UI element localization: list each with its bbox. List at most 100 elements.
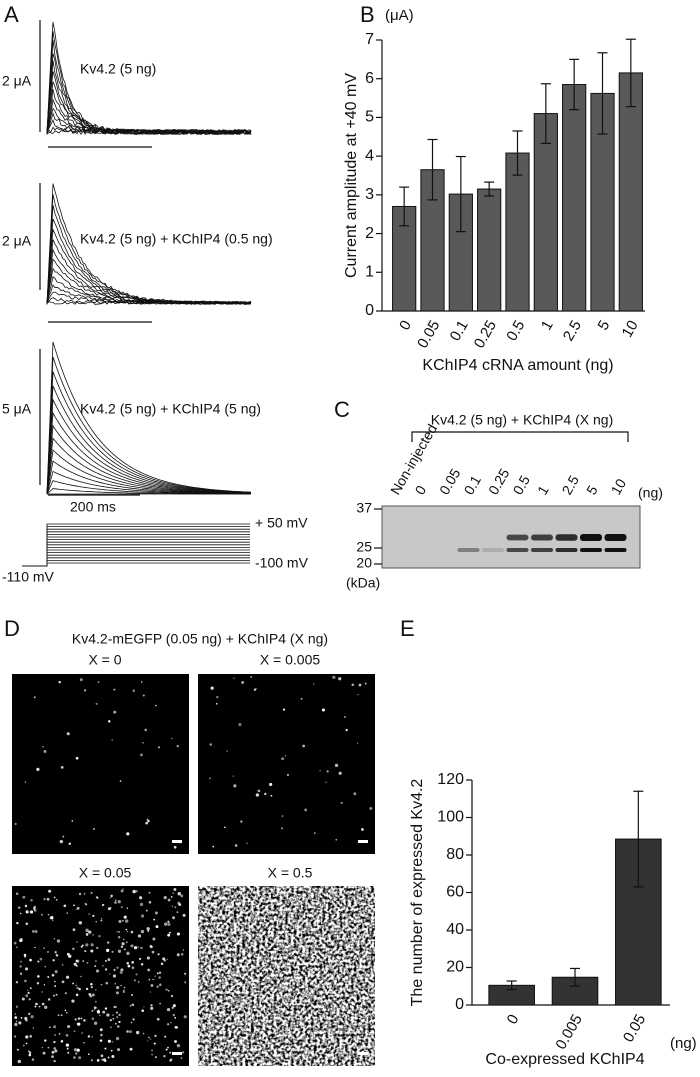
spot (89, 995, 92, 998)
scale-label: 2 μA (2, 233, 32, 249)
spot (99, 1014, 101, 1017)
spot (72, 982, 74, 985)
spot (148, 1036, 150, 1039)
spot (65, 975, 70, 979)
spot (133, 946, 138, 950)
spot (119, 780, 122, 782)
trace-label: Kv4.2 (5 ng) + KChIP4 (5 ng) (80, 401, 261, 417)
x-tick-label: 0.1 (447, 317, 472, 344)
spot (174, 906, 177, 909)
bands (457, 534, 627, 552)
spot (36, 982, 40, 985)
spot (27, 989, 29, 991)
spot (150, 984, 154, 987)
spot (172, 892, 174, 894)
spot (170, 995, 174, 998)
spot (51, 1055, 54, 1058)
spot (35, 1002, 38, 1006)
spot (28, 998, 31, 1001)
unit-label: (μA) (385, 7, 414, 24)
spot (146, 818, 149, 821)
spot (234, 844, 238, 847)
spot (109, 973, 111, 975)
spot (84, 950, 87, 953)
spot (321, 708, 325, 712)
spot (19, 965, 22, 968)
spot (38, 1005, 41, 1008)
spot (154, 1056, 157, 1059)
spot (107, 958, 111, 962)
spot (149, 991, 152, 993)
spot (76, 941, 78, 943)
y-tick-label: 2 (365, 225, 374, 242)
spot (133, 979, 136, 982)
bar (505, 152, 530, 312)
spot (73, 1056, 76, 1059)
spot (130, 1021, 133, 1024)
spot (183, 1015, 187, 1019)
spot (143, 1006, 145, 1008)
spot (170, 895, 173, 898)
spot (29, 987, 32, 990)
spot (71, 999, 75, 1003)
spot (154, 911, 158, 915)
spot (54, 980, 56, 983)
y-tick-label: 7 (365, 31, 374, 48)
spot (140, 753, 143, 757)
spot (111, 739, 114, 742)
lane-label: 10 (607, 476, 629, 498)
spot (85, 928, 89, 933)
spot (212, 845, 215, 848)
spot (335, 838, 337, 841)
image-label: X = 0.5 (268, 865, 313, 881)
spot (22, 895, 26, 899)
spot (181, 953, 184, 956)
spot (39, 957, 43, 961)
lane-label: 0.05 (436, 466, 464, 498)
spot (131, 961, 134, 964)
spot (132, 889, 136, 894)
spot (153, 918, 156, 921)
spot (68, 954, 72, 958)
x-tick-label: 5 (595, 317, 614, 333)
spot (126, 951, 130, 956)
spot (57, 1014, 60, 1017)
spot (76, 1048, 80, 1052)
spot (88, 913, 90, 915)
spot (172, 1004, 176, 1008)
spot (91, 1017, 95, 1020)
marker-label: 25 (356, 539, 372, 555)
spot (286, 773, 289, 776)
spot (240, 820, 243, 823)
trace (46, 239, 252, 305)
spot (181, 1051, 185, 1054)
spot (75, 965, 78, 967)
spot (117, 936, 121, 939)
spot (137, 981, 140, 983)
panel-label: C (334, 397, 350, 422)
spot (59, 839, 63, 844)
spot (93, 828, 95, 830)
spot (87, 1053, 90, 1056)
spot (17, 1059, 21, 1064)
spot (55, 954, 59, 957)
spot (99, 1028, 103, 1032)
spot (147, 929, 150, 932)
trace (46, 411, 252, 495)
spot (83, 1042, 85, 1044)
spot (155, 704, 157, 707)
spot (122, 919, 124, 922)
spot (87, 1035, 91, 1038)
trace (46, 258, 252, 305)
spot (125, 919, 129, 923)
spot (78, 987, 81, 991)
spot (107, 941, 110, 944)
spot (151, 950, 155, 954)
spot (13, 941, 17, 945)
spot (136, 1030, 140, 1035)
trace (46, 21, 252, 136)
spot (15, 892, 19, 895)
spot (78, 1056, 82, 1060)
spot (171, 737, 173, 740)
